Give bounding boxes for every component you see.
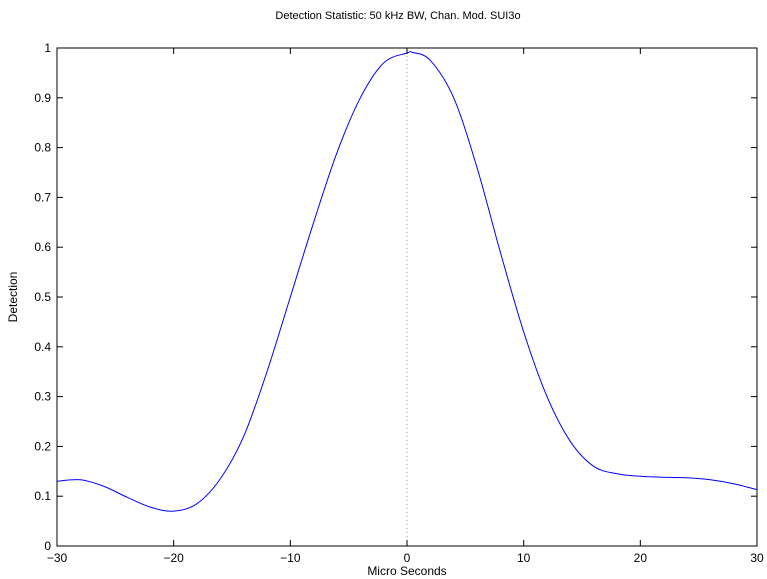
x-tick-label: −10	[280, 551, 301, 565]
x-tick-label: 20	[634, 551, 648, 565]
y-tick-label: 0.2	[34, 439, 51, 453]
y-tick-label: 0.6	[34, 240, 51, 254]
tick-layer: −30 −20 −10 0 10 20 30 0 0.1 0.2 0.3 0.4 0.5 0.6 0.7 0.…	[34, 41, 764, 565]
series-layer	[56, 51, 758, 512]
x-tick-label: 30	[750, 551, 764, 565]
y-tick-label: 0.1	[34, 489, 51, 503]
y-tick-label: 0.5	[34, 290, 51, 304]
chart-title: Detection Statistic: 50 kHz BW, Chan. Mo…	[275, 10, 520, 22]
x-axis-label: Micro Seconds	[367, 564, 446, 578]
y-tick-label: 0.3	[34, 390, 51, 404]
y-tick-label: 0	[44, 539, 51, 553]
x-tick-label: 0	[404, 551, 411, 565]
x-tick-label: 10	[517, 551, 531, 565]
x-tick-label: −20	[163, 551, 184, 565]
y-tick-label: 0.8	[34, 141, 51, 155]
y-tick-label: 0.4	[34, 340, 51, 354]
series-line	[56, 51, 758, 512]
y-tick-label: 0.7	[34, 190, 51, 204]
y-tick-label: 1	[44, 41, 51, 55]
y-axis-label: Detection	[6, 272, 20, 323]
x-tick-label: −30	[47, 551, 68, 565]
y-tick-label: 0.9	[34, 91, 51, 105]
